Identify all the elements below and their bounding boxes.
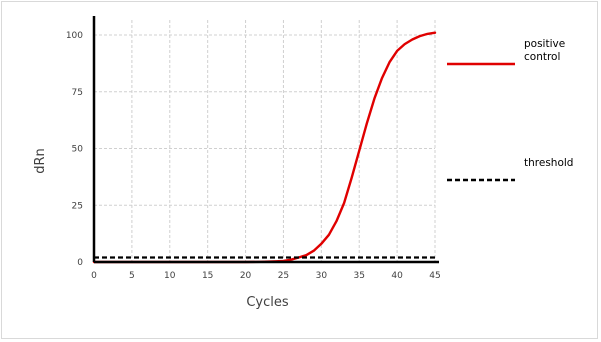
y-tick-label: 0 [77, 258, 83, 268]
x-tick-label: 10 [164, 271, 176, 281]
x-tick-label: 5 [129, 271, 135, 281]
x-tick-label: 0 [91, 271, 97, 281]
grid [94, 20, 436, 262]
x-tick-label: 20 [240, 271, 252, 281]
x-tick-label: 45 [429, 271, 440, 281]
series-lines [92, 31, 437, 264]
x-tick-label: 30 [316, 271, 328, 281]
x-tick-label: 35 [353, 271, 364, 281]
legend: positive control threshold [447, 38, 573, 182]
y-tick-label: 25 [72, 201, 83, 211]
x-axis-title: Cycles [246, 295, 289, 310]
tick-labels: 0 5 10 15 20 25 30 35 40 45 0 25 50 75 100 [66, 31, 441, 281]
y-tick-label: 100 [66, 31, 83, 41]
legend-label: threshold [524, 157, 573, 169]
legend-label: positive control [524, 38, 565, 63]
x-tick-label: 40 [391, 271, 403, 281]
y-axis-title: dRn [33, 148, 48, 174]
series-line-positive-control [92, 31, 437, 264]
x-tick-label: 25 [278, 271, 289, 281]
y-tick-label: 75 [72, 88, 83, 98]
axes [92, 16, 439, 264]
x-tick-label: 15 [202, 271, 213, 281]
y-tick-label: 50 [72, 145, 84, 155]
